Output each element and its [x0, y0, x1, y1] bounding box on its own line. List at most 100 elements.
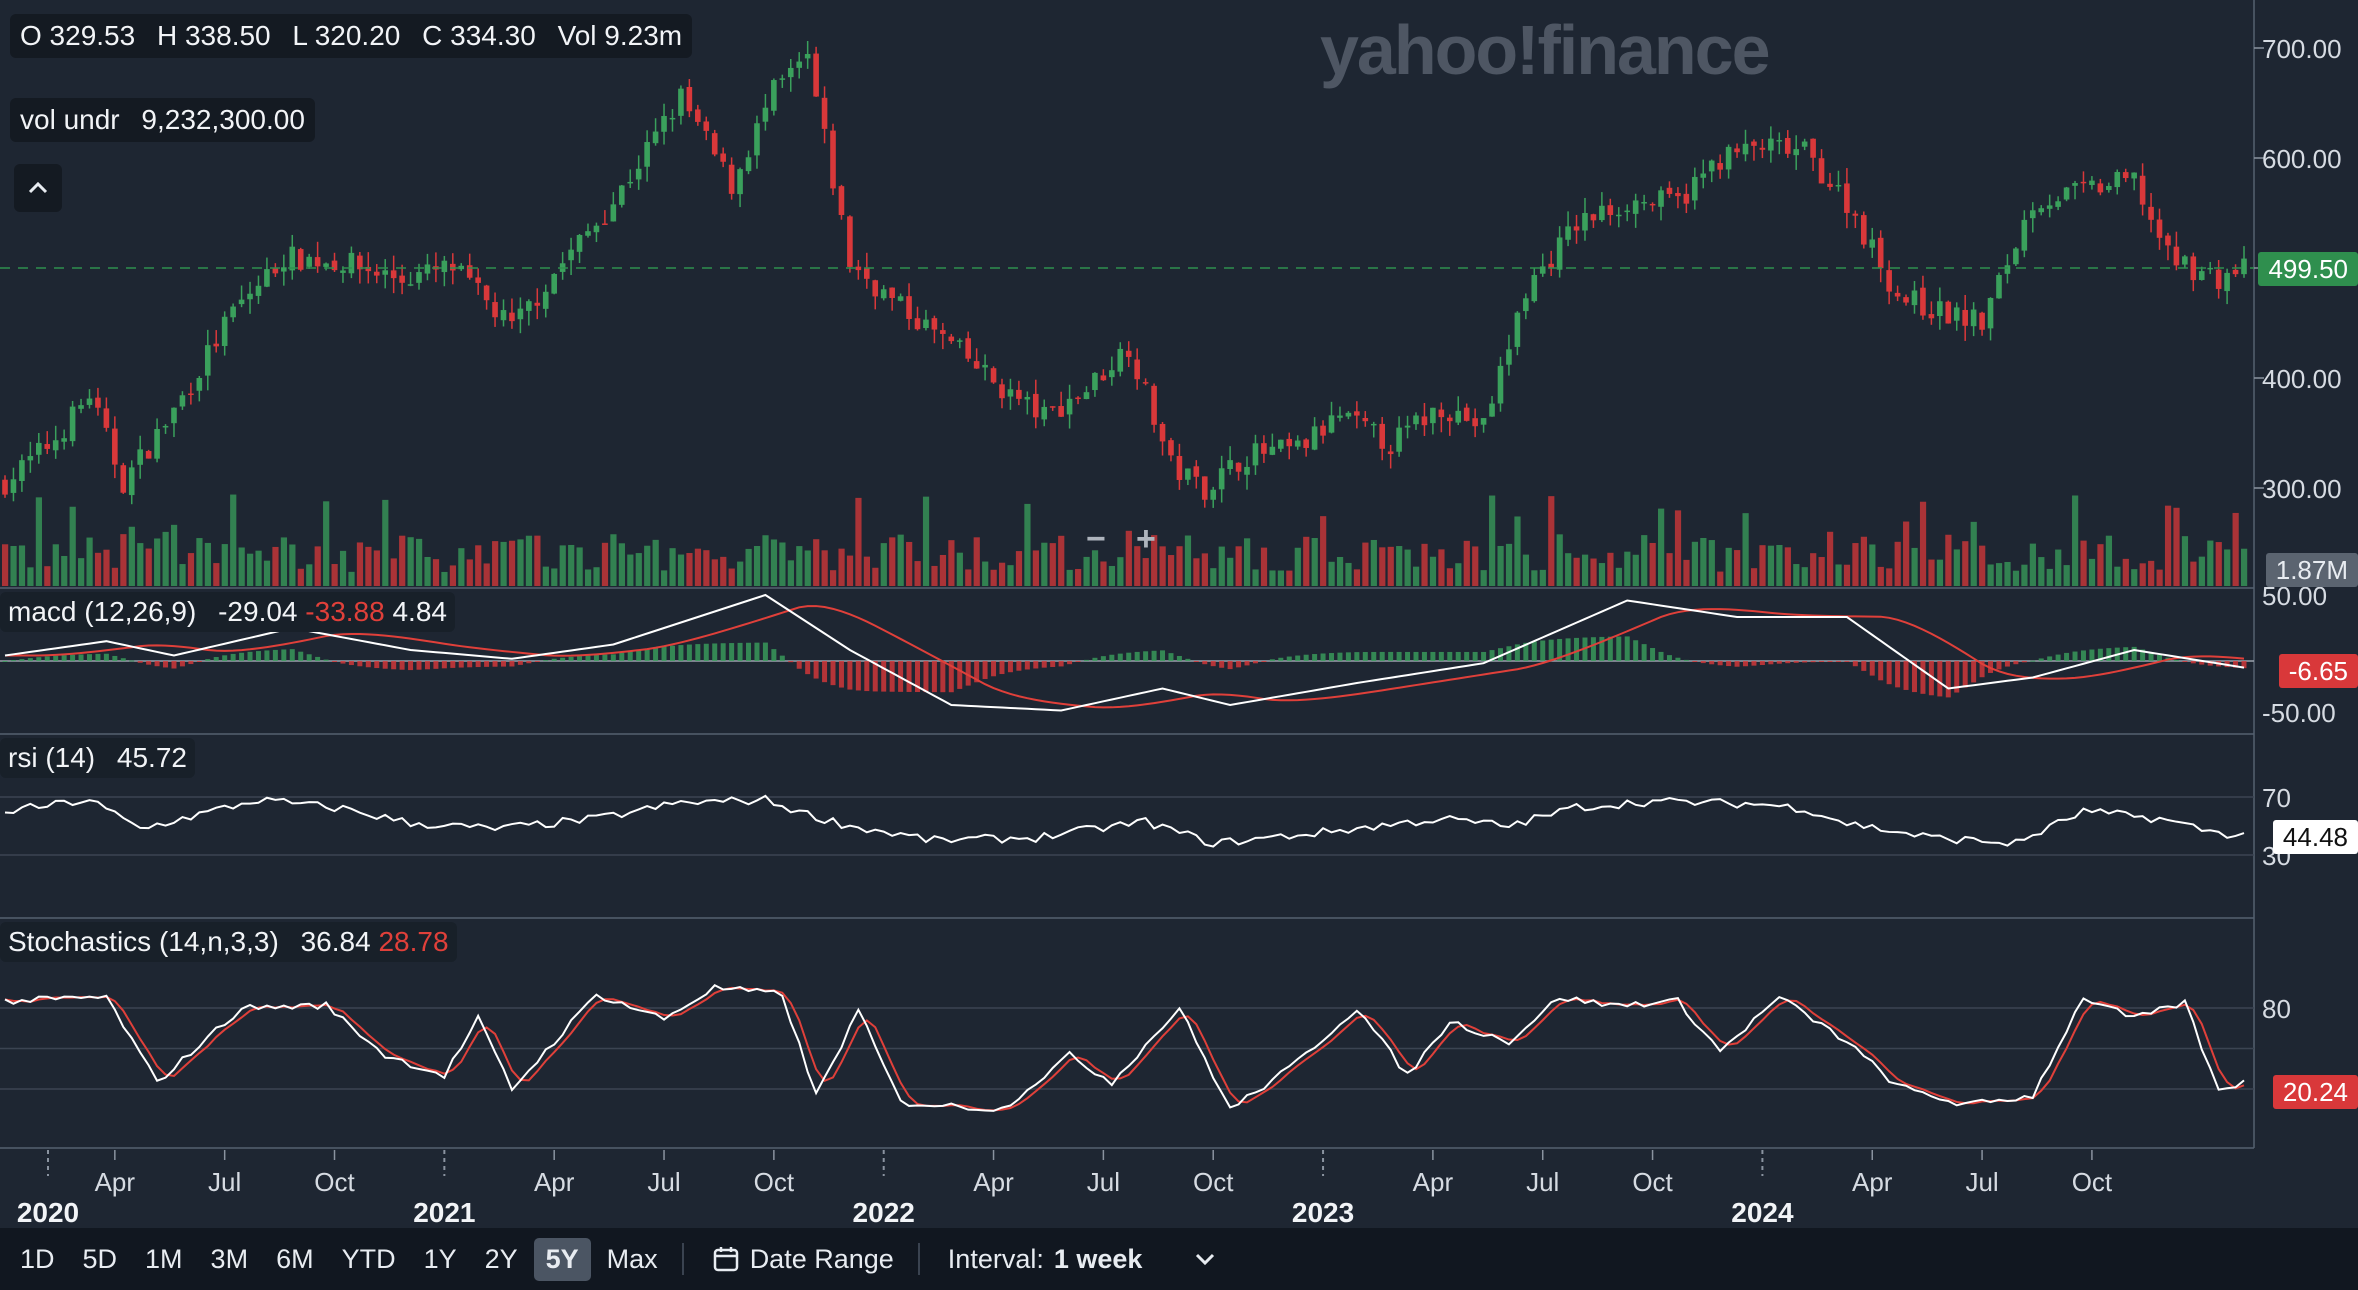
- macd-histogram-bar: [982, 661, 988, 679]
- candlesticks: [2, 40, 2247, 508]
- candle-body: [1599, 205, 1605, 221]
- volume-bar: [677, 554, 685, 586]
- range-button-1y[interactable]: 1Y: [423, 1243, 457, 1274]
- interval-dropdown[interactable]: Interval: 1 week: [936, 1238, 1229, 1281]
- macd-histogram-bar: [526, 661, 532, 664]
- volume-bar: [348, 571, 355, 586]
- volume-bar: [1683, 559, 1690, 586]
- candle-body: [1278, 439, 1284, 449]
- candle-body: [1869, 239, 1876, 248]
- candle-body: [2072, 183, 2078, 186]
- volume-bar: [2156, 569, 2163, 586]
- volume-bar: [906, 541, 913, 586]
- candle-body: [1370, 423, 1377, 426]
- volume-bar: [424, 556, 431, 586]
- rsi-legend: rsi (14) 45.72: [0, 738, 195, 778]
- range-button-ytd[interactable]: YTD: [341, 1243, 396, 1274]
- macd-histogram-bar: [1776, 661, 1782, 664]
- volume-bar: [323, 501, 330, 586]
- stochastics-k-value: 36.84: [300, 926, 371, 957]
- volume-bar: [551, 568, 558, 586]
- candle-body: [475, 277, 481, 283]
- candle-body: [1058, 406, 1064, 417]
- range-button-6m[interactable]: 6M: [276, 1243, 314, 1274]
- candle-body: [1886, 270, 1892, 292]
- volume-bar: [635, 553, 642, 586]
- volume-bar: [880, 543, 887, 586]
- macd-histogram-bar: [137, 661, 143, 663]
- macd-histogram-bar: [1666, 655, 1672, 661]
- volume-bar: [796, 546, 803, 586]
- date-range-button[interactable]: Date Range: [700, 1238, 906, 1281]
- macd-histogram-bar: [365, 661, 371, 668]
- candle-body: [2063, 187, 2070, 200]
- zoom-in-icon[interactable]: +: [1136, 520, 1156, 558]
- candle-body: [365, 266, 372, 272]
- volume-bar: [1826, 531, 1834, 586]
- macd-histogram-bar: [95, 653, 101, 661]
- candle-body: [1539, 266, 1546, 274]
- candle-body: [1286, 438, 1293, 447]
- volume-bar: [838, 548, 845, 586]
- volume-bar: [922, 496, 930, 586]
- volume-bar: [2063, 565, 2070, 586]
- candle-body: [889, 287, 895, 298]
- range-button-2y[interactable]: 2Y: [484, 1243, 518, 1274]
- macd-histogram-bar: [340, 661, 346, 664]
- macd-tag: -6.65: [2278, 654, 2358, 688]
- macd-histogram-bar: [1185, 658, 1191, 661]
- candle-body: [1303, 439, 1309, 448]
- candle-body: [796, 61, 803, 68]
- macd-histogram-bar: [678, 645, 684, 661]
- candle-body: [2029, 210, 2036, 219]
- macd-histogram-bar: [450, 661, 456, 668]
- candle-body: [247, 293, 253, 300]
- zoom-out-icon[interactable]: −: [1086, 520, 1106, 558]
- volume-bar: [745, 548, 752, 586]
- candle-body: [1185, 468, 1191, 480]
- collapse-legend-button[interactable]: [14, 164, 62, 212]
- stochastics-panel: [4, 984, 2245, 1112]
- macd-histogram-bar: [669, 645, 675, 661]
- candle-body: [416, 272, 422, 283]
- range-button-max[interactable]: Max: [606, 1243, 658, 1274]
- candle-body: [1658, 190, 1664, 207]
- macd-histogram-bar: [1616, 636, 1622, 661]
- range-button-1d[interactable]: 1D: [20, 1243, 55, 1274]
- ohlc-high: H 338.50: [156, 20, 271, 51]
- volume-bar: [855, 497, 862, 586]
- volume-bar: [466, 559, 473, 586]
- candle-body: [1641, 202, 1647, 204]
- macd-histogram-bar: [1295, 655, 1301, 661]
- candle-body: [627, 181, 634, 184]
- macd-histogram-bar: [86, 654, 92, 661]
- candle-body: [1387, 451, 1394, 455]
- candle-body: [720, 153, 726, 162]
- volume-bar: [1134, 546, 1141, 586]
- volume-bar: [1666, 553, 1673, 586]
- range-button-5d[interactable]: 5D: [82, 1243, 118, 1274]
- volume-bar: [137, 543, 144, 586]
- volume-bar: [2080, 540, 2087, 586]
- macd-histogram-bar: [1574, 637, 1580, 661]
- candle-body: [2165, 235, 2171, 246]
- volume-bar: [1387, 546, 1394, 586]
- volume-bar: [78, 558, 85, 586]
- volume-bar: [1565, 553, 1572, 586]
- range-button-3m[interactable]: 3M: [210, 1243, 249, 1274]
- volume-bar: [644, 545, 651, 586]
- volume-bar: [103, 549, 110, 586]
- volume-bar: [1742, 513, 1749, 586]
- volume-bar: [1320, 516, 1327, 586]
- macd-histogram-bar: [484, 661, 490, 667]
- macd-histogram-bar: [746, 642, 752, 661]
- macd-histogram-bar: [948, 661, 954, 693]
- month-tick-label: Jul: [1526, 1167, 1559, 1197]
- candle-body: [69, 406, 76, 442]
- range-button-5y[interactable]: 5Y: [533, 1237, 591, 1281]
- macd-histogram-bar: [788, 661, 794, 663]
- candle-body: [1590, 214, 1597, 221]
- macd-histogram-bar: [2013, 661, 2019, 665]
- macd-histogram-bar: [1438, 651, 1444, 661]
- range-button-1m[interactable]: 1M: [145, 1243, 183, 1274]
